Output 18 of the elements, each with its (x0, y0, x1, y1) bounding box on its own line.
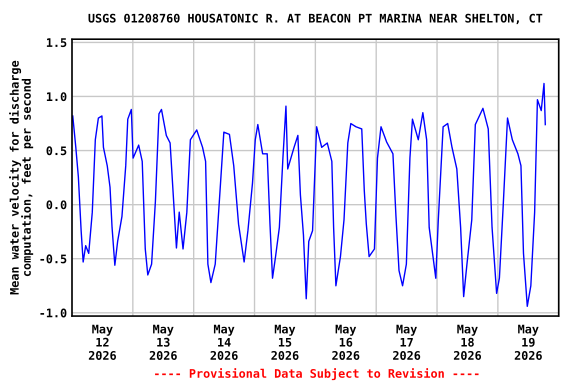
x-tick-label: May 13 2026 (150, 324, 177, 360)
x-tick-label: May 16 2026 (332, 324, 360, 360)
x-tick-label: May 15 2026 (271, 324, 299, 360)
line-series (72, 82, 546, 307)
text: ---- Provisional Data Subject to Revision ---- (155, 368, 479, 380)
y-axis-title: Mean water velocity for discharge computation, feet per second (9, 60, 34, 294)
y-tick-label: 1.0 (46, 92, 66, 102)
y-tick-label: 0.5 (46, 146, 66, 156)
y-tick-label: 0.0 (46, 200, 66, 210)
x-tick-label: May 18 2026 (454, 324, 482, 360)
y-tick-label: -0.5 (40, 254, 66, 264)
y-tick-label: 1.5 (46, 38, 66, 48)
x-tick-label: May 14 2026 (210, 324, 238, 360)
x-tick-label: May 17 2026 (393, 324, 420, 360)
x-tick-label: May 19 2026 (514, 324, 542, 360)
y-tick-label: -1.0 (40, 308, 66, 318)
chart-title: USGS 01208760 HOUSATONIC R. AT BEACON PT MARINA NEAR SHELTON, CT (88, 14, 542, 24)
x-tick-label: May 12 2026 (88, 324, 116, 360)
